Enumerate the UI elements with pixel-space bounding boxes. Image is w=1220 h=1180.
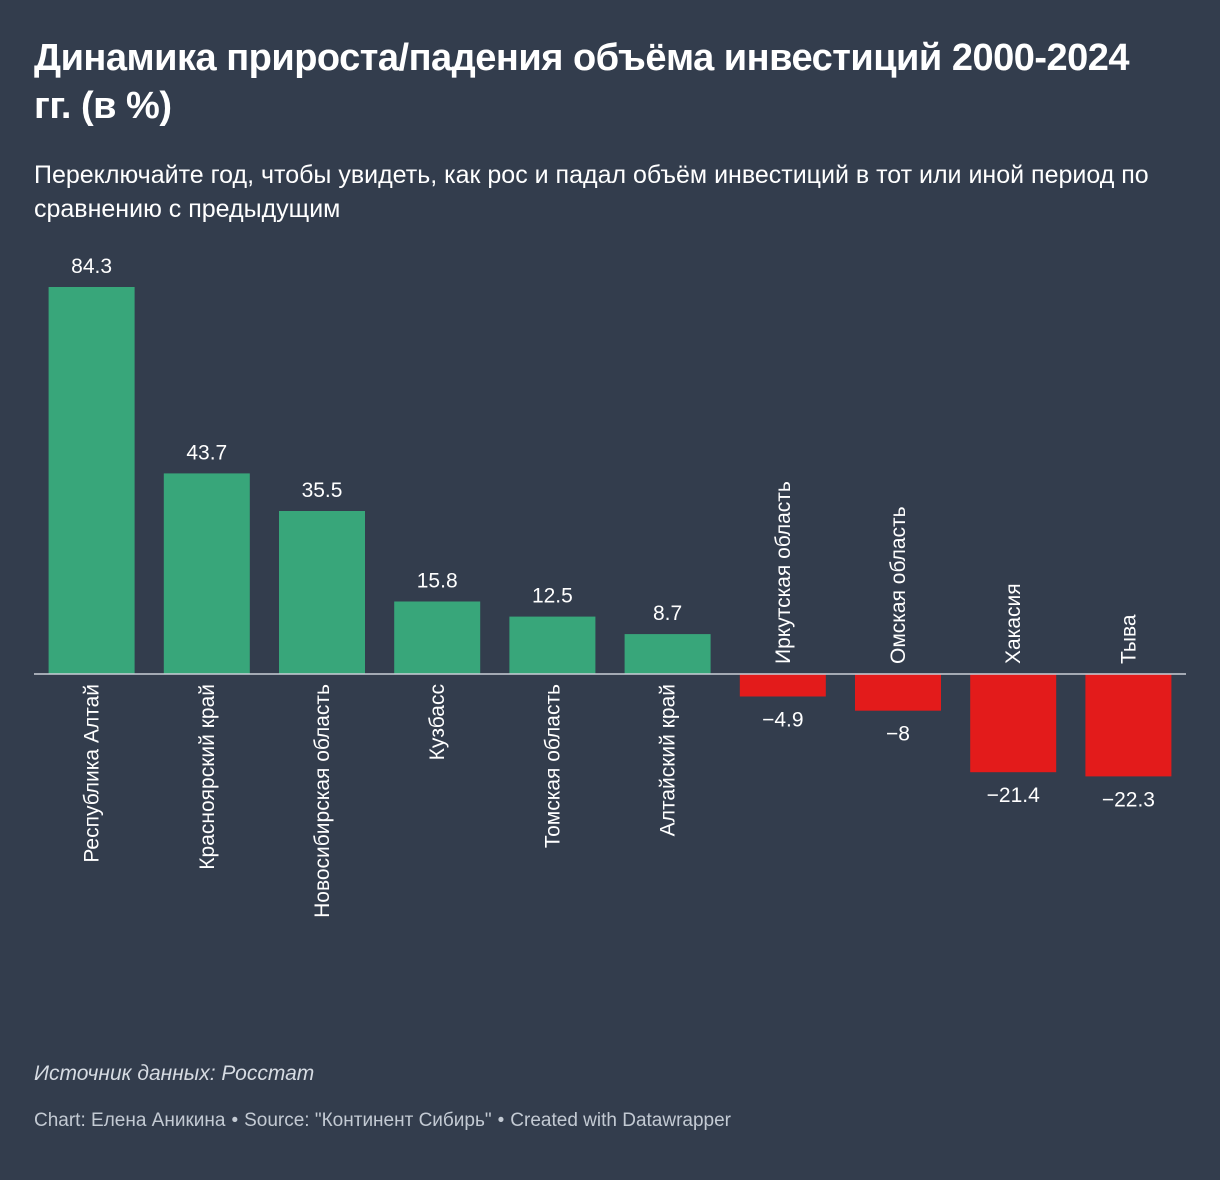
value-label: −4.9 [762, 709, 803, 732]
category-label: Кузбасс [426, 684, 449, 760]
category-label: Новосибирская область [311, 684, 334, 918]
bar [394, 601, 481, 674]
value-label: 35.5 [302, 479, 343, 502]
footer-separator: • [231, 1110, 239, 1131]
value-label: 12.5 [532, 585, 573, 608]
bar [279, 511, 365, 674]
category-label: Красноярский край [196, 684, 219, 870]
footer-chart-by: Chart: Елена Аникина [34, 1110, 226, 1131]
bar [624, 634, 711, 674]
bar [855, 674, 941, 711]
category-label: Алтайский край [657, 684, 680, 836]
bar [739, 674, 826, 697]
source-note: Источник данных: Росстат [34, 1062, 315, 1085]
chart-title: Динамика прироста/падения объёма инвести… [34, 37, 1130, 127]
footer-separator: • [497, 1110, 505, 1131]
category-label: Республика Алтай [81, 684, 104, 863]
value-label: −21.4 [987, 784, 1040, 807]
footer-created[interactable]: Created with Datawrapper [510, 1110, 732, 1131]
bar [509, 616, 596, 674]
chart-subtitle: Переключайте год, чтобы увидеть, как рос… [34, 161, 1149, 223]
value-label: −8 [886, 723, 910, 746]
bar [970, 674, 1057, 773]
bar [48, 287, 135, 674]
category-label: Иркутская область [772, 481, 795, 664]
footer-source[interactable]: Source: "Континент Сибирь" [244, 1110, 492, 1131]
footer: Chart: Елена Аникина • Source: "Континент … [34, 1110, 731, 1132]
category-label: Тыва [1117, 614, 1140, 664]
category-label: Хакасия [1002, 583, 1025, 664]
category-label: Томская область [541, 684, 564, 848]
value-label: 84.3 [71, 255, 112, 278]
value-label: 8.7 [653, 602, 682, 625]
value-label: 43.7 [186, 441, 227, 464]
bar-chart: 84.3 Республика Алтай 43.7 Красноярский кра… [34, 255, 1186, 918]
bar [163, 473, 250, 674]
value-label: 15.8 [417, 570, 458, 593]
value-label: −22.3 [1102, 788, 1155, 811]
bar [1085, 674, 1172, 777]
category-label: Омская область [887, 506, 910, 664]
